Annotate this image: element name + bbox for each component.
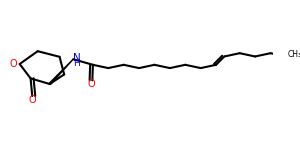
Text: O: O bbox=[10, 59, 17, 69]
Text: O: O bbox=[87, 79, 95, 89]
Text: N: N bbox=[73, 53, 80, 63]
Text: H: H bbox=[73, 59, 80, 68]
Text: CH₃: CH₃ bbox=[288, 50, 300, 59]
Polygon shape bbox=[49, 59, 73, 84]
Text: O: O bbox=[29, 95, 37, 104]
